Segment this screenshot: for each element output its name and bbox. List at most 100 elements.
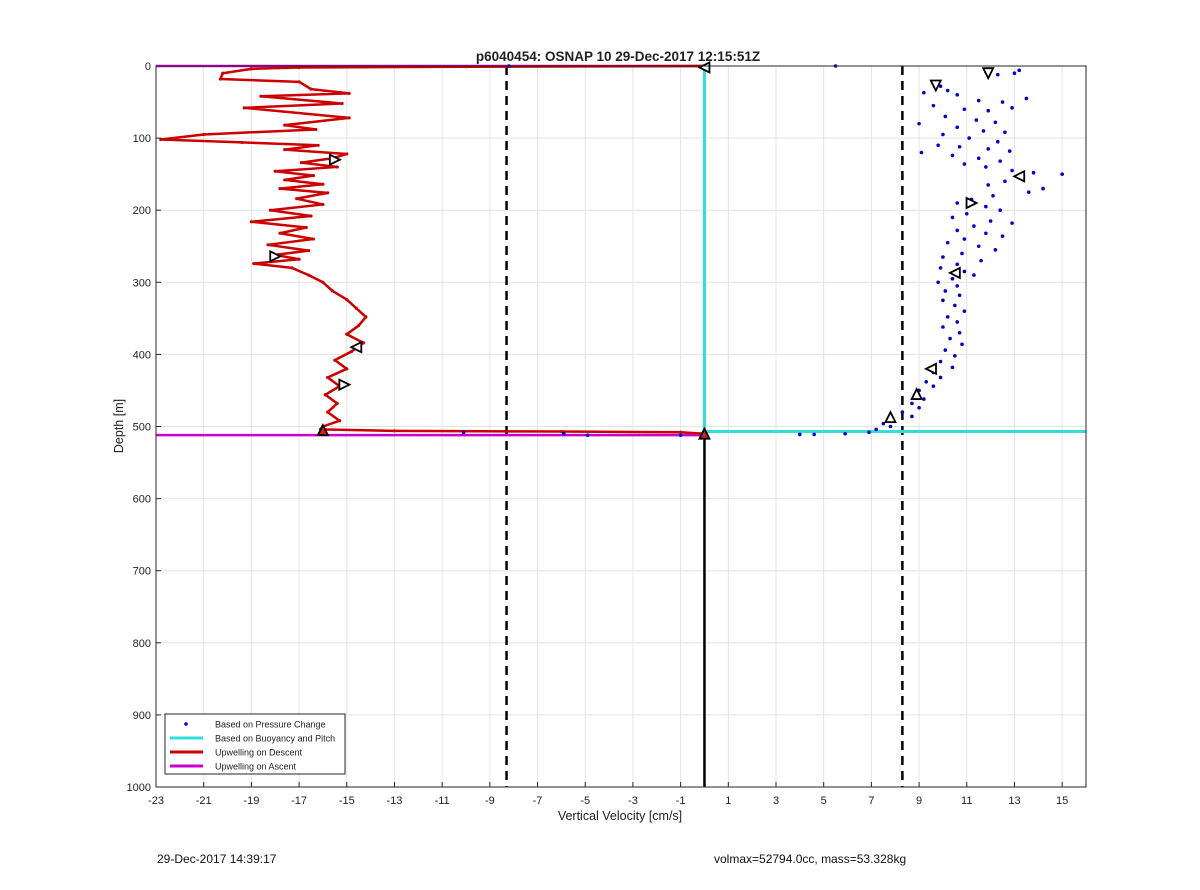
x-tick-label: 11 (961, 795, 972, 807)
legend-label: Upwelling on Ascent (215, 762, 297, 772)
pressure-change-point (984, 165, 988, 169)
pressure-change-point (981, 129, 986, 133)
upwelling-descent-point (345, 332, 349, 336)
pressure-change-point (888, 424, 893, 429)
pressure-change-point (1003, 130, 1007, 135)
upwelling-descent-point (326, 410, 330, 414)
y-tick-label: 200 (133, 205, 151, 217)
pressure-change-point (874, 427, 878, 432)
upwelling-descent-point (249, 67, 253, 71)
pressure-change-point (924, 379, 929, 384)
pressure-change-point (948, 336, 952, 341)
pressure-change-point (922, 397, 926, 401)
y-tick-label: 600 (133, 494, 151, 506)
y-tick-label: 1000 (127, 782, 151, 794)
upwelling-descent-point (249, 220, 253, 224)
pressure-change-point (945, 88, 950, 93)
pressure-change-point (955, 284, 960, 288)
pressure-change-point (962, 309, 967, 313)
pressure-change-point (964, 212, 969, 216)
upwelling-descent-point (340, 101, 344, 106)
upwelling-descent-point (364, 315, 368, 319)
upwelling-descent-point (266, 243, 270, 247)
pressure-change-point (867, 430, 871, 435)
y-tick-label: 300 (133, 277, 151, 289)
upwelling-descent-point (283, 148, 287, 152)
upwelling-descent-point (316, 143, 320, 147)
direction-marker (965, 196, 979, 210)
upwelling-descent-point (304, 225, 308, 230)
pressure-change-point (1003, 179, 1007, 184)
y-tick-label: 400 (133, 349, 151, 361)
footer-volmax-mass: volmax=52794.0cc, mass=53.328kg (714, 852, 907, 866)
upwelling-descent-point (309, 87, 313, 91)
pressure-change-point (910, 401, 914, 406)
upwelling-descent-point (321, 202, 325, 207)
x-tick-label: -7 (533, 795, 543, 807)
upwelling-descent-point (309, 214, 313, 218)
upwelling-descent-point (283, 178, 287, 182)
pressure-change-point (993, 248, 998, 252)
direction-marker (269, 249, 283, 263)
pressure-change-point (957, 330, 962, 335)
x-tick-label: -15 (339, 795, 355, 807)
pressure-change-point (986, 147, 991, 151)
y-tick-label: 100 (133, 133, 151, 145)
pressure-change-point (950, 276, 955, 281)
pressure-change-point (1041, 186, 1045, 191)
x-tick-label: 9 (916, 795, 922, 807)
upwelling-descent-point (259, 94, 263, 98)
upwelling-descent-point (307, 273, 311, 277)
x-tick-label: -13 (387, 795, 403, 807)
pressure-change-point (986, 108, 991, 113)
pressure-change-point (1010, 106, 1014, 110)
pressure-change-point (988, 219, 993, 223)
upwelling-descent-line (159, 64, 705, 435)
direction-marker (947, 266, 961, 280)
pressure-change-point (938, 359, 943, 364)
upwelling-descent-point (295, 197, 299, 201)
upwelling-descent-point (278, 186, 282, 191)
upwelling-descent-point (218, 77, 222, 81)
pressure-change-point (1017, 68, 1022, 73)
upwelling-descent-point (321, 182, 325, 186)
pressure-change-point (974, 118, 979, 122)
x-tick-label: -19 (243, 795, 259, 807)
direction-marker (923, 362, 937, 376)
pressure-change-point (1024, 96, 1029, 101)
x-tick-label: 3 (773, 795, 779, 807)
pressure-change-point (945, 315, 950, 319)
pressure-change-point (962, 269, 967, 274)
pressure-change-point (1000, 234, 1005, 238)
pressure-change-point (843, 431, 847, 436)
x-tick-label: -21 (196, 795, 212, 807)
pressure-change-point (998, 208, 1002, 212)
pressure-change-point (1026, 190, 1031, 194)
chart-title: p6040454: OSNAP 10 29-Dec-2017 12:15:51Z (476, 49, 760, 64)
pressure-change-point (950, 365, 955, 370)
upwelling-descent-point (323, 393, 327, 397)
direction-marker (1012, 169, 1026, 183)
pressure-change-point (979, 258, 983, 263)
upwelling-descent-point (321, 280, 325, 284)
x-tick-label: 1 (725, 795, 731, 807)
pressure-change-point (561, 431, 566, 436)
x-tick-label: -17 (291, 795, 307, 807)
upwelling-descent-point (268, 208, 273, 212)
pressure-change-point (960, 251, 964, 256)
y-tick-label: 700 (133, 566, 151, 578)
upwelling-descent-point (333, 358, 337, 362)
upwelling-descent-point (297, 80, 301, 84)
direction-marker (338, 378, 352, 392)
pressure-change-point (1031, 170, 1036, 175)
upwelling-descent-point (159, 137, 163, 142)
pressure-change-point (900, 410, 905, 414)
pressure-change-point (461, 430, 466, 435)
pressure-change-point (972, 224, 976, 228)
pressure-change-point (1010, 168, 1014, 173)
legend-label: Based on Buoyancy and Pitch (215, 734, 335, 744)
upwelling-descent-point (679, 430, 683, 434)
upwelling-descent-point (335, 401, 339, 406)
direction-marker (697, 60, 711, 74)
pressure-change-point (955, 320, 960, 324)
